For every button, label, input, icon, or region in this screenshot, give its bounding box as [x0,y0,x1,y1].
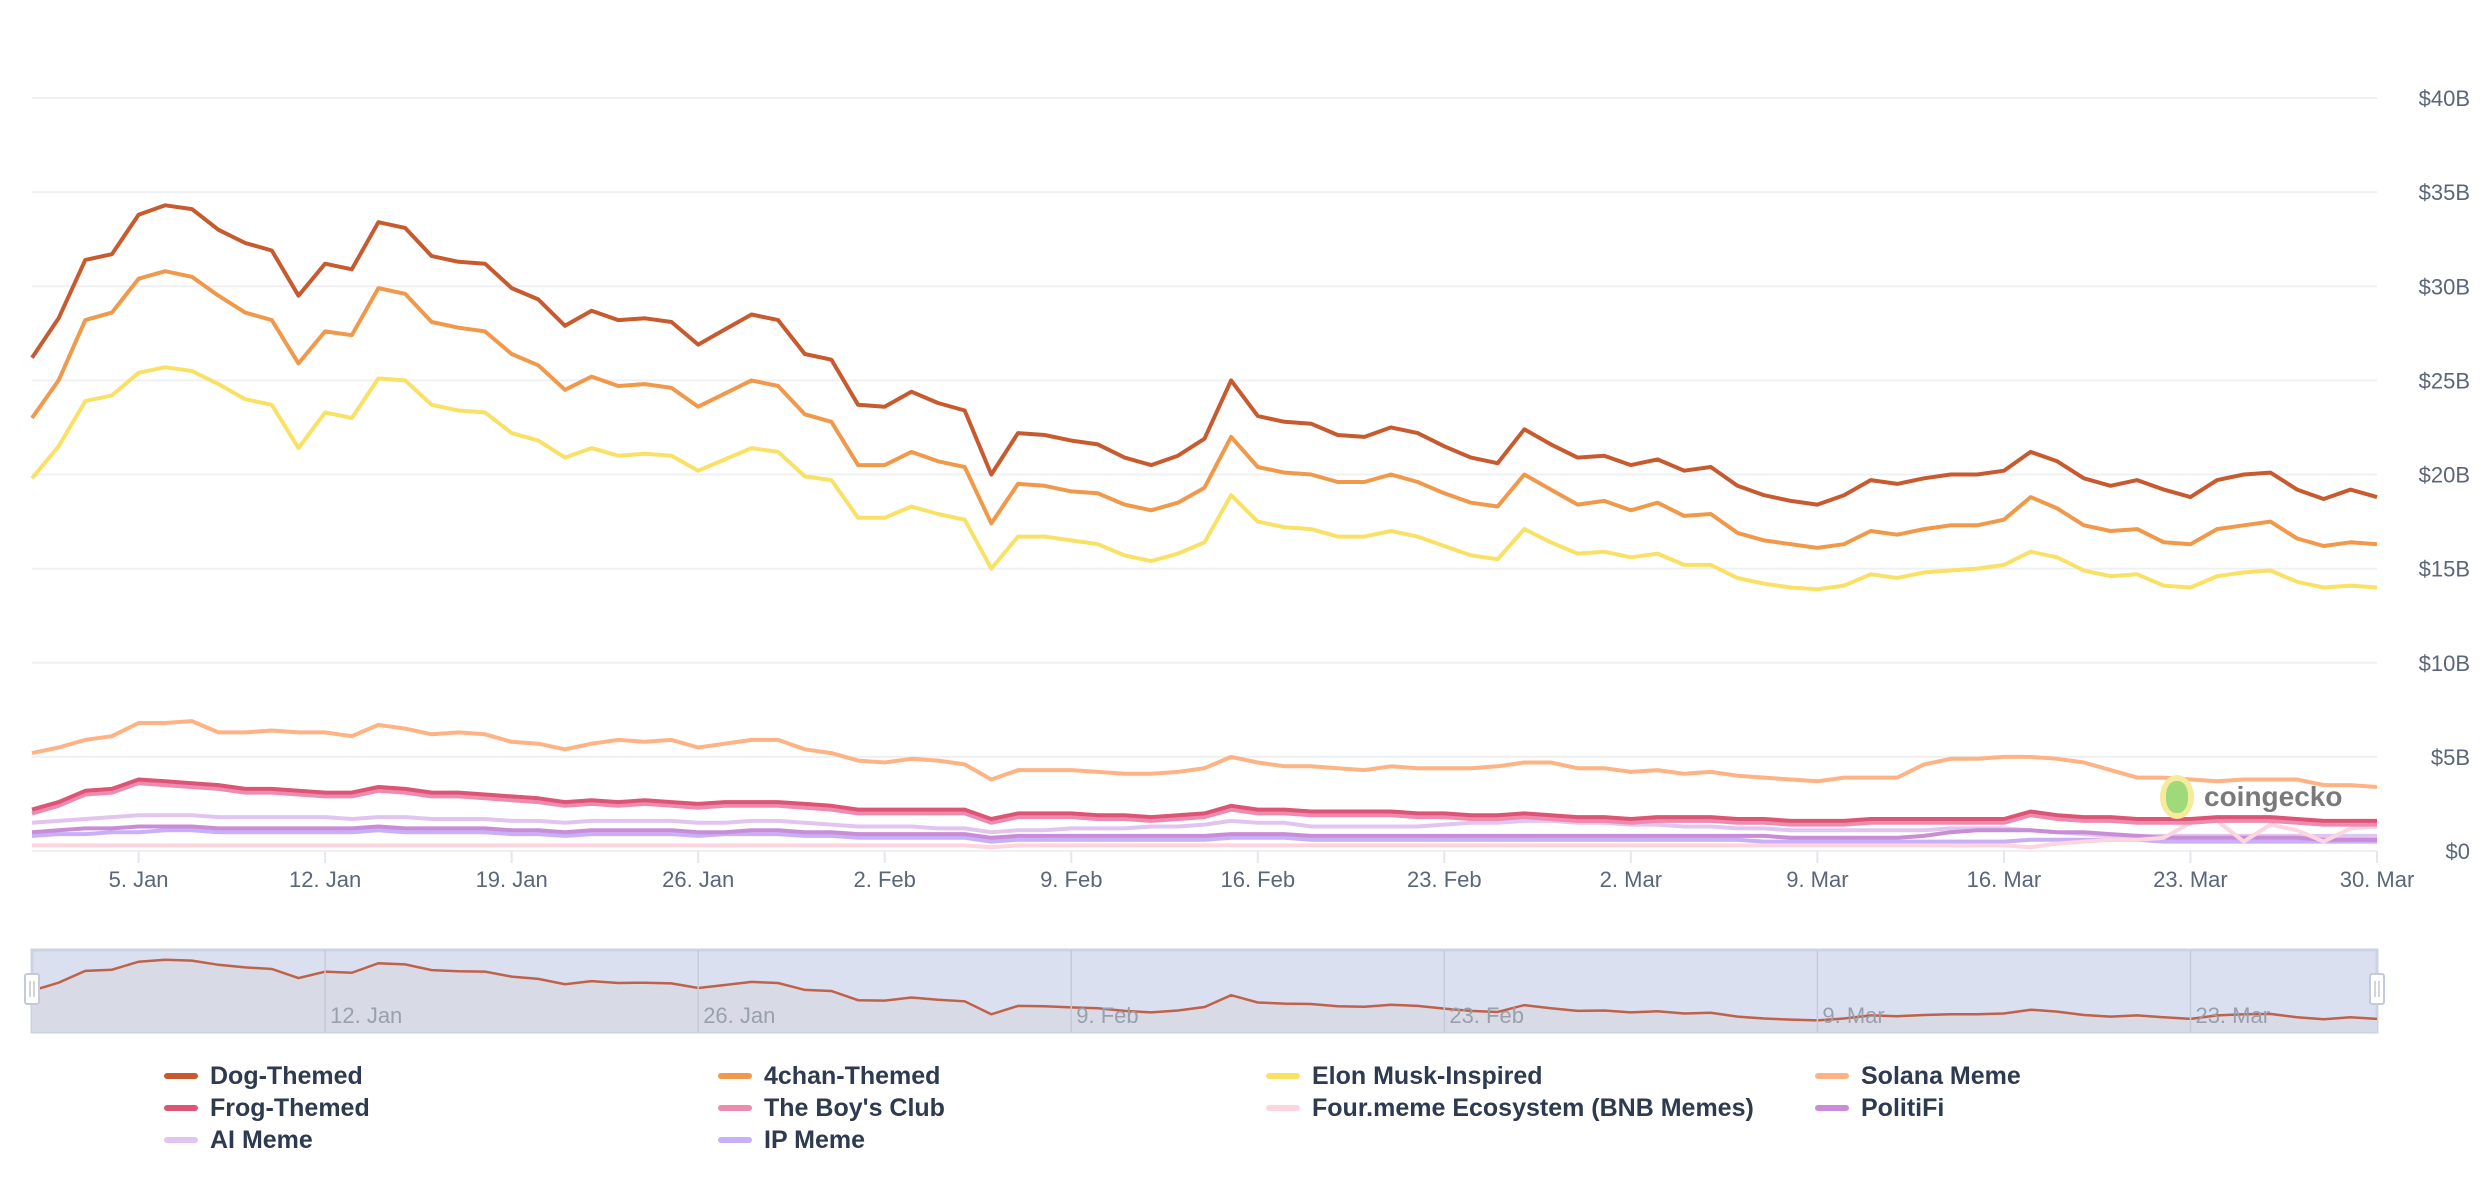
x-tick-label: 30. Mar [2340,867,2415,892]
series-line-ip-meme[interactable] [31,828,2377,844]
y-tick-label: $0 [2446,839,2470,864]
legend-swatch [718,1137,752,1143]
legend-item-politifi[interactable]: PolitiFi [1815,1092,1944,1124]
legend-label: IP Meme [764,1125,865,1154]
legend-label: The Boy's Club [764,1093,945,1122]
series-line-four-meme-ecosystem-bnb-memes-[interactable] [32,818,2378,850]
legend-swatch [1266,1073,1300,1079]
legend-label: Four.meme Ecosystem (BNB Memes) [1312,1093,1754,1122]
navigator-line [31,958,2378,1022]
series-line-4chan-themed[interactable] [30,269,2378,550]
y-tick-label: $15B [2419,557,2470,582]
navigator-tick-label: 9. Mar [1822,1003,1884,1028]
series-line-the-boy-s-club[interactable] [31,781,2377,827]
y-tick-label: $35B [2419,180,2470,205]
legend-item-ai-meme[interactable]: AI Meme [164,1124,313,1156]
navigator-area [32,959,2377,1032]
x-axis: 5. Jan 12. Jan 19. Jan 26. Jan 2. Feb 9. Feb 1… [109,851,2415,892]
legend-label: PolitiFi [1861,1093,1945,1122]
legend-label: Solana Meme [1861,1061,2021,1090]
series-line-dog-themed[interactable] [30,203,2378,507]
x-tick-label: 16. Feb [1220,867,1295,892]
chart: $0 $5B $10B $15B $20B $25B $30B $35B $40B 5. Jan… [24,86,2470,1034]
legend-swatch [718,1073,752,1079]
legend-swatch [718,1105,752,1111]
y-axis: $0 $5B $10B $15B $20B $25B $30B $35B $40B [2419,86,2470,864]
navigator[interactable]: 12. Jan 26. Jan 9. Feb 23. Feb 9. Mar 23. Mar [24,948,2385,1034]
watermark-text: coingecko [2204,781,2343,812]
navigator-tick-label: 26. Jan [703,1003,775,1028]
series-line-elon-musk-inspired[interactable] [30,365,2378,592]
legend-item-ip-meme[interactable]: IP Meme [718,1124,865,1156]
x-tick-label: 9. Mar [1786,867,1848,892]
legend-swatch [1815,1105,1849,1111]
series-line-politifi[interactable] [31,824,2377,842]
x-tick-label: 23. Mar [2153,867,2228,892]
legend-label: 4chan-Themed [764,1061,941,1090]
y-tick-label: $5B [2431,745,2470,770]
x-tick-label: 2. Feb [854,867,916,892]
legend-swatch [164,1137,198,1143]
legend-label: Frog-Themed [210,1093,370,1122]
x-tick-label: 2. Mar [1600,867,1662,892]
coingecko-watermark: coingecko [2160,775,2342,819]
navigator-handle-left[interactable] [24,973,40,1005]
series-line-frog-themed[interactable] [31,777,2377,823]
legend-swatch [164,1073,198,1079]
legend-swatch [1266,1105,1300,1111]
navigator-handle-right[interactable] [2369,973,2385,1005]
navigator-tick-label: 23. Mar [2195,1003,2270,1028]
x-tick-label: 12. Jan [289,867,361,892]
x-tick-label: 19. Jan [476,867,548,892]
legend-item-four-meme-ecosystem-bnb-memes-[interactable]: Four.meme Ecosystem (BNB Memes) [1266,1092,1754,1124]
x-tick-label: 9. Feb [1040,867,1102,892]
grid [32,97,2377,852]
legend-item-4chan-themed[interactable]: 4chan-Themed [718,1060,940,1092]
navigator-tick-label: 23. Feb [1449,1003,1524,1028]
y-tick-label: $30B [2419,274,2470,299]
y-tick-label: $20B [2419,463,2470,488]
series-line-solana-meme[interactable] [31,719,2378,789]
x-tick-label: 5. Jan [109,867,169,892]
y-tick-label: $40B [2419,86,2470,111]
legend-item-dog-themed[interactable]: Dog-Themed [164,1060,363,1092]
x-tick-label: 26. Jan [662,867,734,892]
legend-item-elon-musk-inspired[interactable]: Elon Musk-Inspired [1266,1060,1543,1092]
plot-lines [30,203,2378,850]
x-tick-label: 23. Feb [1407,867,1482,892]
legend-label: AI Meme [210,1125,313,1154]
y-tick-label: $25B [2419,368,2470,393]
legend-item-frog-themed[interactable]: Frog-Themed [164,1092,370,1124]
navigator-tick-label: 12. Jan [330,1003,402,1028]
navigator-tick-label: 9. Feb [1076,1003,1138,1028]
coingecko-logo-icon [2160,775,2194,819]
legend-swatch [1815,1073,1849,1079]
x-tick-label: 16. Mar [1967,867,2042,892]
y-tick-label: $10B [2419,651,2470,676]
legend-item-the-boy-s-club[interactable]: The Boy's Club [718,1092,945,1124]
legend-label: Elon Musk-Inspired [1312,1061,1543,1090]
legend-item-solana-meme[interactable]: Solana Meme [1815,1060,2021,1092]
legend-swatch [164,1105,198,1111]
legend-label: Dog-Themed [210,1061,363,1090]
